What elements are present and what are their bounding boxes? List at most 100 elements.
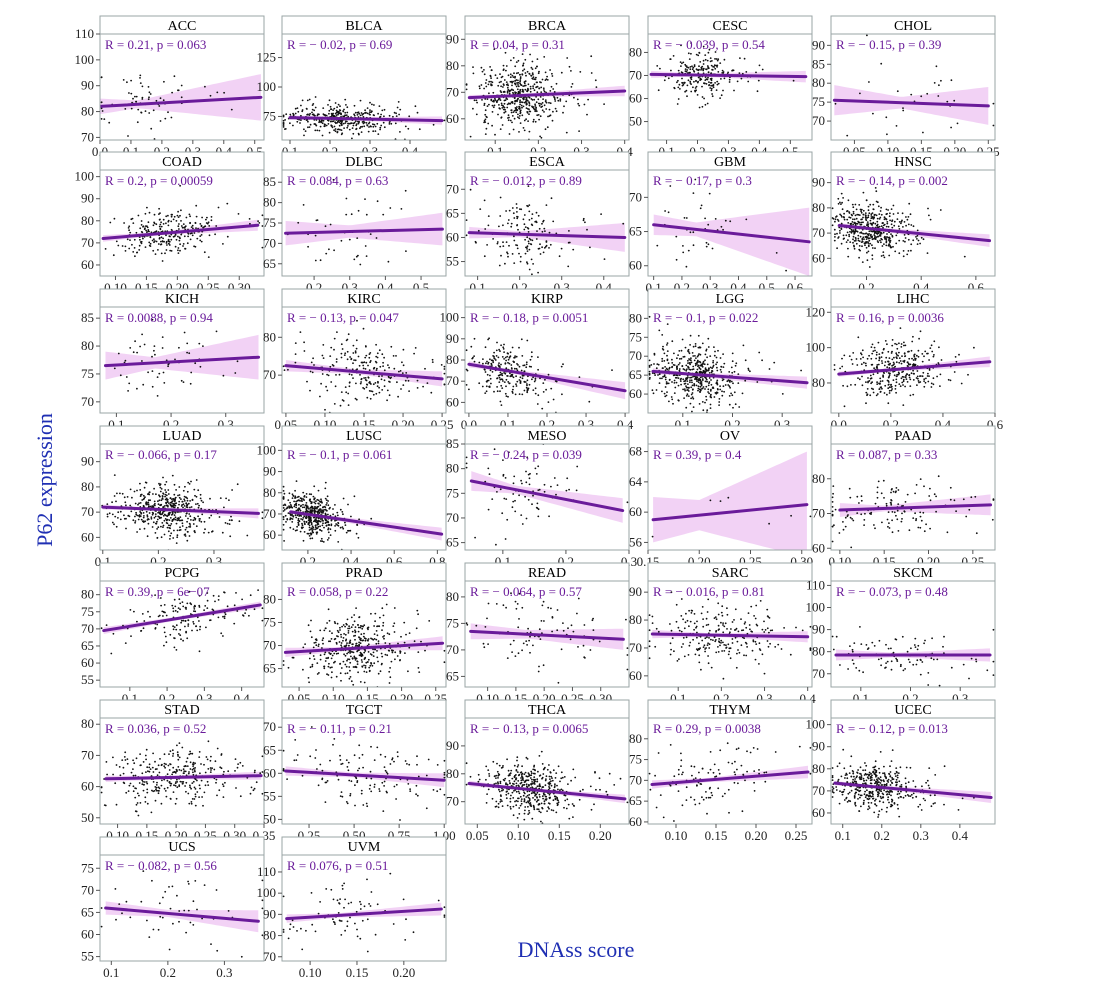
data-point	[685, 385, 687, 387]
data-point	[680, 65, 682, 67]
data-point	[525, 97, 528, 99]
data-point	[677, 363, 680, 366]
data-point	[340, 343, 343, 346]
data-point	[197, 489, 200, 492]
data-point	[675, 258, 678, 261]
data-point	[504, 51, 507, 54]
data-point	[874, 231, 877, 234]
data-point	[499, 196, 502, 199]
data-point	[327, 123, 330, 125]
data-point	[858, 378, 861, 381]
data-point	[688, 58, 691, 60]
data-point	[506, 106, 509, 109]
data-point	[755, 71, 757, 74]
data-point	[873, 214, 876, 216]
panel-title: LUAD	[163, 429, 202, 444]
y-tick-label: 125	[257, 50, 277, 65]
data-point	[904, 355, 907, 357]
data-point	[299, 509, 302, 512]
data-point	[699, 390, 701, 393]
data-point	[344, 114, 347, 117]
data-point	[351, 368, 354, 371]
data-point	[714, 218, 717, 220]
data-point	[534, 377, 537, 380]
data-point	[545, 78, 548, 81]
data-point	[190, 226, 193, 229]
data-point	[895, 242, 898, 245]
data-point	[523, 119, 526, 122]
data-point	[381, 353, 384, 356]
data-point	[861, 261, 864, 263]
data-point	[682, 251, 685, 254]
data-point	[514, 65, 517, 68]
data-point	[174, 516, 177, 519]
data-point	[372, 393, 375, 396]
data-point	[314, 114, 316, 117]
data-point	[190, 506, 193, 508]
data-point	[138, 502, 141, 505]
data-point	[578, 130, 580, 133]
data-point	[328, 99, 331, 102]
y-tick-label: 60	[446, 111, 459, 126]
data-point	[395, 115, 398, 117]
data-point	[309, 123, 312, 126]
data-point	[127, 227, 130, 229]
data-point	[156, 520, 158, 523]
data-point	[185, 506, 188, 508]
data-point	[887, 402, 890, 405]
data-point	[465, 349, 468, 352]
data-point	[378, 105, 381, 107]
data-point	[691, 352, 694, 354]
data-point	[238, 520, 241, 523]
data-point	[353, 104, 356, 107]
data-point	[865, 364, 867, 367]
data-point	[851, 221, 854, 223]
data-point	[160, 240, 162, 243]
y-tick-label: 80	[812, 75, 825, 90]
data-point	[313, 512, 316, 514]
data-point	[113, 217, 116, 220]
data-point	[893, 220, 896, 223]
data-point	[932, 377, 935, 380]
data-point	[501, 374, 504, 377]
data-point	[302, 503, 304, 506]
data-point	[875, 190, 878, 193]
data-point	[155, 493, 157, 496]
data-point	[699, 77, 702, 80]
data-point	[358, 364, 361, 367]
data-point	[678, 362, 681, 364]
data-point	[202, 226, 205, 229]
data-point	[159, 513, 162, 516]
data-point	[909, 363, 912, 366]
data-point	[923, 355, 925, 358]
data-point	[327, 104, 329, 106]
data-point	[699, 361, 702, 364]
data-point	[131, 496, 133, 499]
correlation-stat: R = − 0.012, p = 0.89	[470, 173, 582, 188]
data-point	[513, 72, 515, 75]
data-point	[680, 377, 682, 380]
data-point	[363, 361, 366, 364]
data-point	[443, 365, 446, 368]
data-point	[282, 126, 285, 128]
regression-line	[288, 116, 444, 123]
data-point	[841, 201, 843, 204]
data-point	[715, 391, 718, 394]
data-point	[489, 374, 491, 377]
data-point	[196, 237, 199, 240]
data-point	[716, 64, 719, 67]
data-point	[124, 501, 127, 504]
data-point	[705, 395, 707, 398]
data-point	[297, 110, 300, 113]
data-point	[174, 504, 177, 507]
y-tick-label: 60	[81, 529, 94, 544]
data-point	[852, 229, 855, 232]
data-point	[174, 502, 176, 505]
data-point	[334, 529, 337, 532]
data-point	[149, 236, 152, 238]
data-point	[139, 489, 142, 491]
data-point	[722, 89, 724, 92]
data-point	[702, 362, 704, 364]
data-point	[744, 359, 747, 362]
data-point	[177, 225, 180, 228]
